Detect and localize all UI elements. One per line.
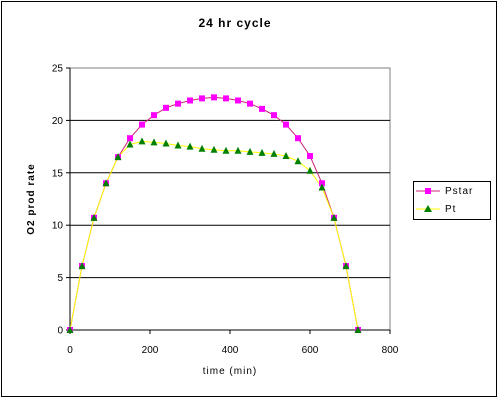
point-pt-15 [246,147,254,155]
point-pt-6 [138,137,146,145]
point-pt-3 [102,179,110,187]
point-pstar-8 [163,104,169,111]
pt-line-triangle-icon [416,205,440,212]
point-pt-19 [294,157,302,165]
point-pstar-14 [235,97,241,104]
point-pstar-20 [307,153,313,160]
point-pt-7 [150,138,158,146]
point-pstar-12 [211,94,217,101]
point-pt-1 [78,262,86,270]
x-tick-label-800: 800 [382,345,399,356]
y-tick-label-0: 0 [57,326,63,337]
y-tick-label-5: 5 [57,273,63,284]
y-tick-label-15: 15 [52,168,64,179]
tick-labels: 0 5 10 15 20 25 0 200 400 600 800 [52,64,399,357]
point-pstar-21 [319,180,325,187]
point-pt-0 [66,326,74,333]
point-pstar-5 [127,135,133,142]
pstar-line-square-icon [416,188,440,194]
point-pt-12 [210,145,218,153]
point-pt-4 [114,153,122,161]
point-pstar-15 [247,100,253,107]
point-pt-16 [258,148,266,156]
y-tick-label-10: 10 [52,221,64,232]
legend-label-pt: Pt [445,203,457,215]
legend-entry-pstar: Pstar [414,184,473,198]
series-group [66,94,362,333]
x-tick-label-0: 0 [67,345,73,356]
point-pstar-18 [283,121,289,128]
point-pt-18 [282,152,290,160]
y-tick-label-20: 20 [52,116,64,127]
x-tick-label-200: 200 [142,345,159,356]
point-pt-10 [186,142,194,150]
legend: Pstar Pt [413,181,491,220]
x-tick-label-400: 400 [222,345,239,356]
point-pt-21 [318,183,326,191]
point-pt-22 [330,213,338,221]
legend-label-pstar: Pstar [445,185,474,197]
point-pt-17 [270,149,278,157]
grid-lines [70,119,390,279]
point-pt-8 [162,139,170,147]
point-pt-23 [342,262,350,270]
point-pstar-16 [259,105,265,112]
point-pstar-9 [175,100,181,107]
chart-title: 24 hr cycle [198,16,272,30]
point-pt-14 [234,146,242,154]
x-tick-label-600: 600 [302,345,319,356]
point-pstar-19 [295,135,301,142]
point-pstar-10 [187,97,193,104]
x-axis-label: time (min) [203,366,257,377]
y-tick-label-25: 25 [52,64,64,75]
point-pt-9 [174,141,182,149]
plot-area [69,67,391,331]
point-pstar-6 [139,121,145,128]
point-pt-24 [354,326,362,333]
legend-entry-pt: Pt [414,202,456,216]
point-pstar-17 [271,112,277,119]
point-pstar-7 [151,112,157,119]
point-pt-2 [90,213,98,221]
point-pstar-13 [223,95,229,102]
point-pstar-11 [199,95,205,102]
axes [66,67,391,334]
point-pt-11 [198,144,206,152]
y-axis-label: O2 prod rate [26,163,37,234]
point-pt-5 [126,140,134,148]
point-pt-20 [306,166,314,174]
point-pt-13 [222,146,230,154]
